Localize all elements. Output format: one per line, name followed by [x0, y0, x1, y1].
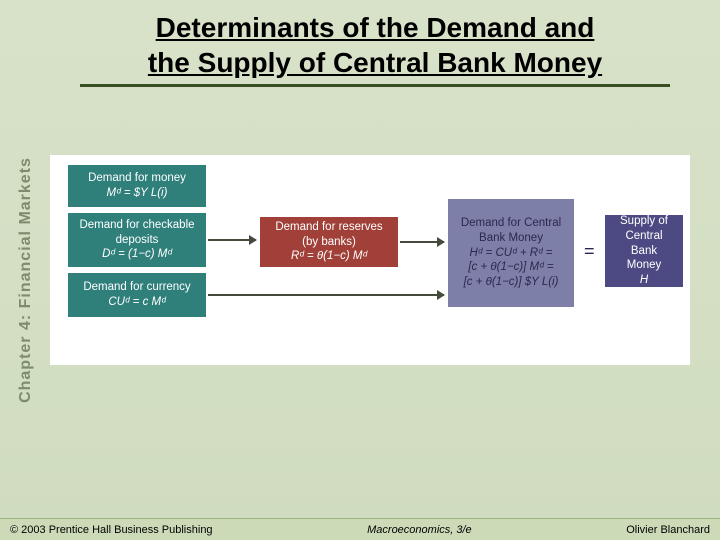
box-eq: Rᵈ = θ(1−c) Mᵈ: [291, 249, 367, 264]
footer-center: Macroeconomics, 3/e: [213, 524, 627, 536]
chapter-side-label: Chapter 4: Financial Markets: [16, 150, 36, 410]
footer: © 2003 Prentice Hall Business Publishing…: [0, 518, 720, 540]
box-eq3: [c + θ(1−c)] $Y L(i): [464, 275, 559, 290]
title-rule: [80, 84, 670, 87]
box-label: Demand for money: [88, 171, 186, 186]
flow-diagram: Demand for money Mᵈ = $Y L(i) Demand for…: [50, 155, 690, 365]
box-label-1: Supply of: [620, 214, 668, 229]
box-eq: H: [640, 273, 648, 288]
box-demand-currency: Demand for currency CUᵈ = c Mᵈ: [68, 273, 206, 317]
box-supply-cb-money: Supply of Central Bank Money H: [605, 215, 683, 287]
arrow-cur-to-cb: [208, 294, 444, 296]
box-demand-deposits: Demand for checkable deposits Dᵈ = (1−c)…: [68, 213, 206, 267]
title-block: Determinants of the Demand and the Suppl…: [0, 0, 720, 91]
title-line1: Determinants of the Demand and: [156, 12, 595, 43]
box-demand-reserves: Demand for reserves (by banks) Rᵈ = θ(1−…: [260, 217, 398, 267]
arrow-res-to-cb: [400, 241, 444, 243]
box-demand-cb-money: Demand for Central Bank Money Hᵈ = CUᵈ +…: [448, 199, 574, 307]
box-label-2: Central Bank: [611, 229, 677, 259]
box-label: Demand for Central Bank Money: [454, 216, 568, 246]
box-label: Demand for reserves (by banks): [266, 220, 392, 250]
box-label: Demand for currency: [83, 280, 190, 295]
slide-title: Determinants of the Demand and the Suppl…: [80, 10, 670, 80]
equals-sign: =: [584, 241, 595, 262]
footer-copyright: © 2003 Prentice Hall Business Publishing: [10, 524, 213, 536]
box-label-3: Money: [627, 258, 662, 273]
footer-author: Olivier Blanchard: [626, 524, 710, 536]
box-eq: CUᵈ = c Mᵈ: [108, 295, 165, 310]
box-eq: Dᵈ = (1−c) Mᵈ: [102, 247, 172, 262]
slide: Determinants of the Demand and the Suppl…: [0, 0, 720, 540]
box-eq2: [c + θ(1−c)] Mᵈ =: [468, 260, 553, 275]
title-line2: the Supply of Central Bank Money: [148, 47, 602, 78]
box-demand-money: Demand for money Mᵈ = $Y L(i): [68, 165, 206, 207]
box-eq1: Hᵈ = CUᵈ + Rᵈ =: [469, 246, 552, 261]
box-label: Demand for checkable deposits: [74, 218, 200, 248]
box-eq: Mᵈ = $Y L(i): [107, 186, 168, 201]
arrow-dep-to-res: [208, 239, 256, 241]
chapter-side-label-text: Chapter 4: Financial Markets: [17, 157, 35, 403]
